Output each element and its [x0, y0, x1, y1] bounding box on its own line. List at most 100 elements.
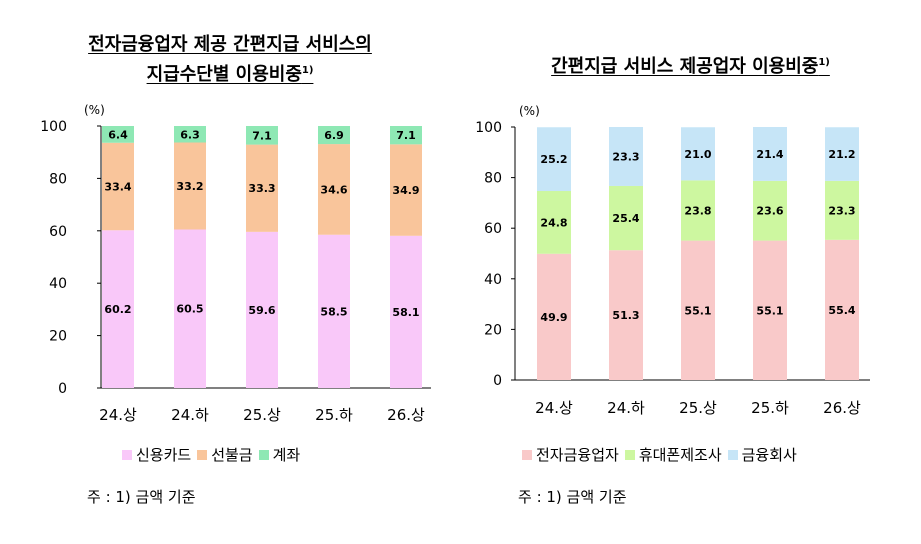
chart-title-line1: 간편지급 서비스 제공업자 이용비중: [551, 56, 819, 77]
chart-title-line2: 지급수단별 이용비중: [146, 64, 302, 85]
legend-item: 신용카드: [122, 444, 191, 465]
footnote: 주 : 1) 금액 기준: [518, 488, 627, 506]
y-tick-label: 40: [49, 276, 67, 292]
bar-segment: [753, 180, 787, 241]
data-label: 55.1: [756, 304, 783, 317]
data-label: 21.0: [684, 148, 711, 161]
legend-label: 신용카드: [136, 446, 192, 464]
data-label: 25.4: [612, 212, 639, 225]
data-label: 23.8: [684, 204, 711, 217]
legend-item: 선불금: [197, 444, 253, 465]
y-axis-unit: (%): [84, 103, 105, 117]
data-label: 33.4: [104, 181, 131, 194]
y-tick-label: 40: [484, 272, 502, 288]
bar-segment: [102, 230, 134, 388]
bar-segment: [537, 253, 571, 380]
bar-segment: [681, 240, 715, 380]
data-label: 60.2: [104, 303, 131, 316]
bar-segment: [825, 239, 859, 380]
data-label: 34.6: [320, 183, 347, 196]
bar-segment: [174, 126, 206, 143]
chart-title-footnote-mark: 1): [301, 65, 314, 76]
data-label: 49.9: [540, 311, 567, 324]
bar-segment: [753, 127, 787, 181]
x-tick-label: 25.상: [679, 399, 717, 417]
x-tick-label: 26.상: [823, 399, 861, 417]
bar-segment: [246, 231, 278, 388]
data-label: 58.5: [320, 305, 347, 318]
chart-title-footnote-mark: 1): [818, 57, 830, 68]
footnote: 주 : 1) 금액 기준: [87, 488, 196, 506]
legend-swatch: [522, 449, 532, 460]
bar-segment: [390, 126, 422, 145]
chart-title: 전자금융업자 제공 간편지급 서비스의 지급수단별 이용비중1): [0, 32, 460, 88]
data-label: 58.1: [392, 306, 419, 319]
y-tick-label: 100: [40, 119, 67, 135]
data-label: 34.9: [392, 184, 419, 197]
data-label: 23.3: [612, 150, 639, 163]
chart-title: 간편지급 서비스 제공업자 이용비중1): [460, 50, 921, 80]
x-tick-label: 25.상: [243, 406, 281, 424]
bar-segment: [609, 250, 643, 380]
y-tick-label: 0: [493, 373, 502, 389]
bar-segment: [390, 235, 422, 388]
data-label: 33.2: [176, 180, 203, 193]
legend-swatch: [727, 449, 738, 460]
bar-segment: [318, 234, 350, 388]
bar-segment: [174, 142, 206, 230]
legend-label: 휴대폰제조사: [638, 446, 722, 464]
x-tick-label: 25.하: [315, 406, 353, 424]
bar-segment: [825, 180, 859, 240]
legend-swatch: [197, 449, 208, 460]
legend-label: 선불금: [211, 446, 253, 464]
bar-segment: [537, 127, 571, 192]
bar-segment: [609, 127, 643, 186]
x-tick-label: 24.상: [535, 399, 573, 417]
legend-item: 휴대폰제조사: [624, 444, 722, 465]
x-tick-label: 24.하: [171, 406, 209, 424]
bar-segment: [102, 142, 134, 231]
data-label: 51.3: [612, 309, 639, 322]
data-label: 7.1: [396, 129, 416, 142]
legend-item: 전자금융업자: [522, 444, 619, 465]
y-tick-label: 60: [49, 224, 67, 240]
x-tick-label: 24.하: [607, 399, 645, 417]
legend-item: 금융회사: [727, 444, 797, 465]
y-tick-label: 60: [484, 221, 502, 237]
data-label: 6.9: [324, 129, 344, 142]
legend-swatch: [122, 449, 132, 460]
legend-label: 금융회사: [741, 446, 797, 464]
data-label: 23.6: [756, 205, 783, 218]
y-tick-label: 0: [58, 381, 67, 397]
y-tick-label: 20: [49, 329, 67, 345]
legend-label: 전자금융업자: [536, 446, 619, 464]
data-label: 7.1: [252, 129, 272, 142]
data-label: 55.1: [684, 304, 711, 317]
data-label: 55.4: [828, 304, 855, 317]
chart-panel-payment-means: 전자금융업자 제공 간편지급 서비스의 지급수단별 이용비중1) (%) 0 20 4…: [0, 0, 460, 544]
bar-segment: [390, 144, 422, 236]
stacked-bar-chart-provider-share: (%) 0 20 40 60 80 100 49.9 24.8 25.2 24.상 51.3 25.4 2…: [475, 104, 870, 417]
y-tick-label: 100: [475, 120, 502, 136]
bar-segment: [681, 127, 715, 181]
data-label: 24.8: [540, 216, 567, 229]
legend-swatch: [624, 449, 635, 460]
bar-segment: [537, 191, 571, 254]
bar-segment: [174, 229, 206, 388]
bar-segment: [609, 185, 643, 251]
data-label: 59.6: [248, 304, 275, 317]
y-axis-unit: (%): [519, 104, 540, 118]
y-tick-label: 80: [49, 171, 67, 187]
bar-segment: [318, 144, 350, 235]
data-label: 33.3: [248, 182, 275, 195]
bar-segment: [681, 180, 715, 241]
y-tick-label: 20: [484, 322, 502, 338]
data-label: 23.3: [828, 204, 855, 217]
x-tick-label: 25.하: [751, 399, 789, 417]
chart-legend: 전자금융업자 휴대폰제조사 금융회사: [522, 444, 797, 465]
data-label: 25.2: [540, 153, 567, 166]
legend-item: 계좌: [258, 444, 300, 465]
data-label: 6.4: [108, 128, 128, 141]
y-tick-label: 80: [484, 171, 502, 187]
chart-panel-provider-share: 간편지급 서비스 제공업자 이용비중1) (%) 0 20 40 60 80 100 49.9…: [460, 0, 921, 544]
